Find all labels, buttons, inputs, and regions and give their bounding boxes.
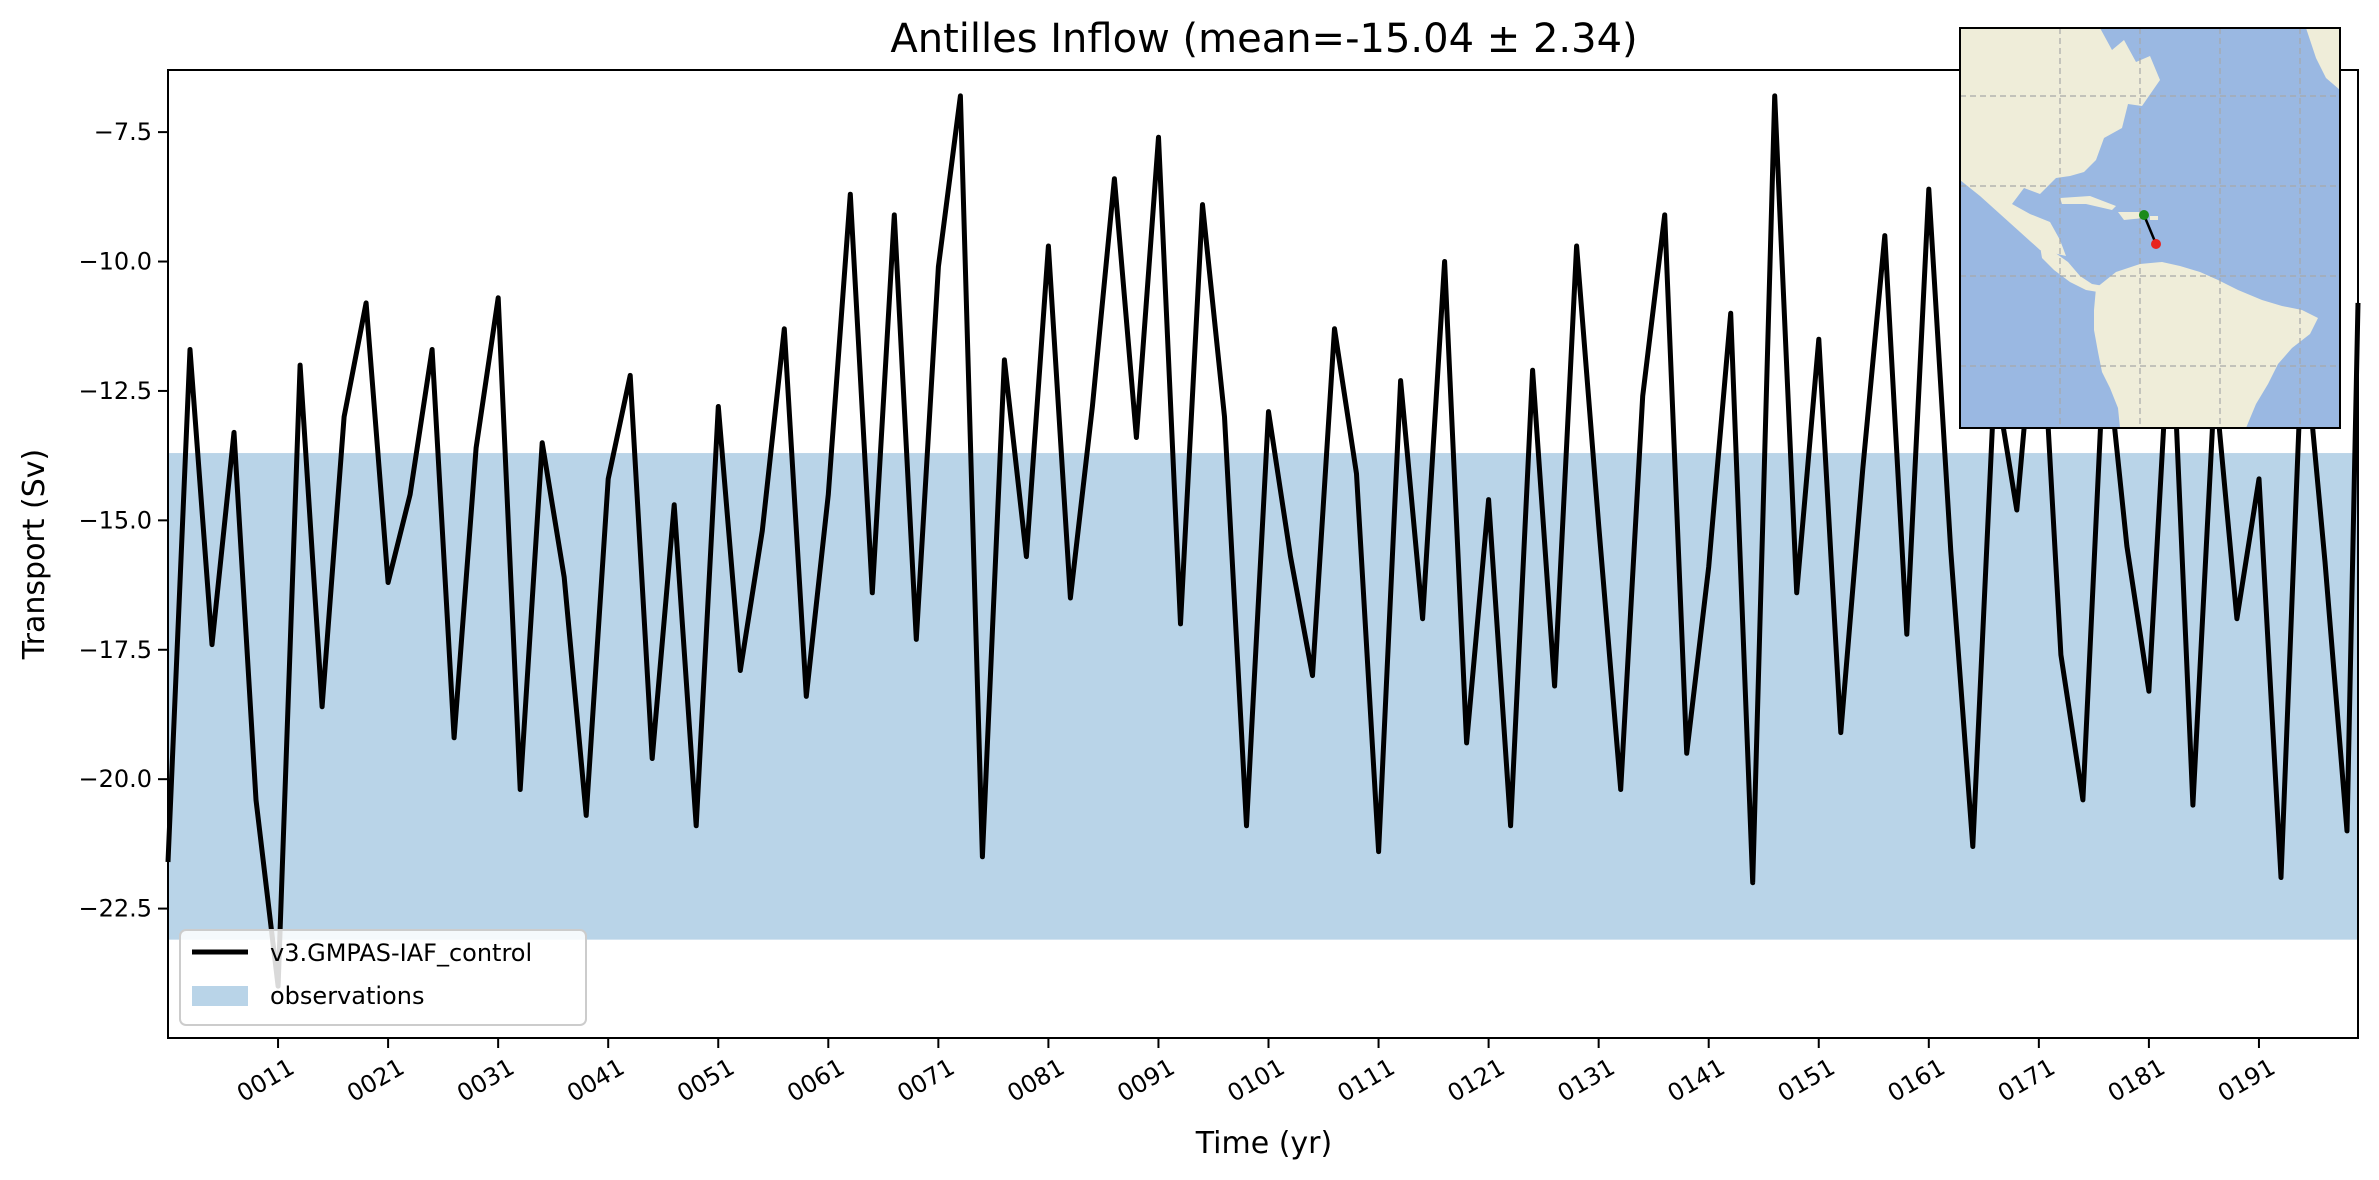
map-land-arctic xyxy=(2020,28,2060,42)
y-axis-ticks: −7.5 −10.0 −12.5 −15.0 −17.5 −20.0 −22.5 xyxy=(78,118,168,923)
legend-box xyxy=(179,929,587,1026)
map-section-start-point xyxy=(2139,210,2149,220)
y-tick-label: −17.5 xyxy=(78,636,152,664)
map-section-line xyxy=(2142,214,2158,245)
map-land-greenland xyxy=(2080,28,2104,48)
legend-band-swatch xyxy=(192,986,248,1006)
y-tick-label: −20.0 xyxy=(78,765,152,793)
inset-map-frame xyxy=(1959,27,2341,429)
map-land-hispaniola xyxy=(2118,212,2158,220)
plot-area xyxy=(165,69,2361,1039)
legend: v3.GMPAS-IAF_control observations xyxy=(179,929,587,1026)
map-section-end-point xyxy=(2151,239,2161,249)
plot-frame xyxy=(167,69,2359,1039)
x-axis-label: Time (yr) xyxy=(1195,1126,1332,1161)
legend-entry-observations: observations xyxy=(270,982,424,1010)
legend-entry-series: v3.GMPAS-IAF_control xyxy=(270,939,532,967)
y-tick-label: −10.0 xyxy=(78,248,152,276)
map-land-south-america xyxy=(2094,262,2318,428)
inset-map xyxy=(1959,27,2341,429)
map-land-central-america xyxy=(2040,246,2104,292)
y-axis-label: Transport (Sv) xyxy=(17,449,52,661)
chart-title: Antilles Inflow (mean=-15.04 ± 2.34) xyxy=(890,16,1637,62)
y-tick-label: −7.5 xyxy=(94,118,152,146)
map-land-africa xyxy=(2306,28,2340,90)
y-tick-label: −15.0 xyxy=(78,506,152,534)
map-land-yucatan xyxy=(2032,222,2056,248)
map-land-cuba xyxy=(2060,196,2116,210)
y-tick-label: −22.5 xyxy=(78,895,152,923)
y-tick-label: −12.5 xyxy=(78,377,152,405)
